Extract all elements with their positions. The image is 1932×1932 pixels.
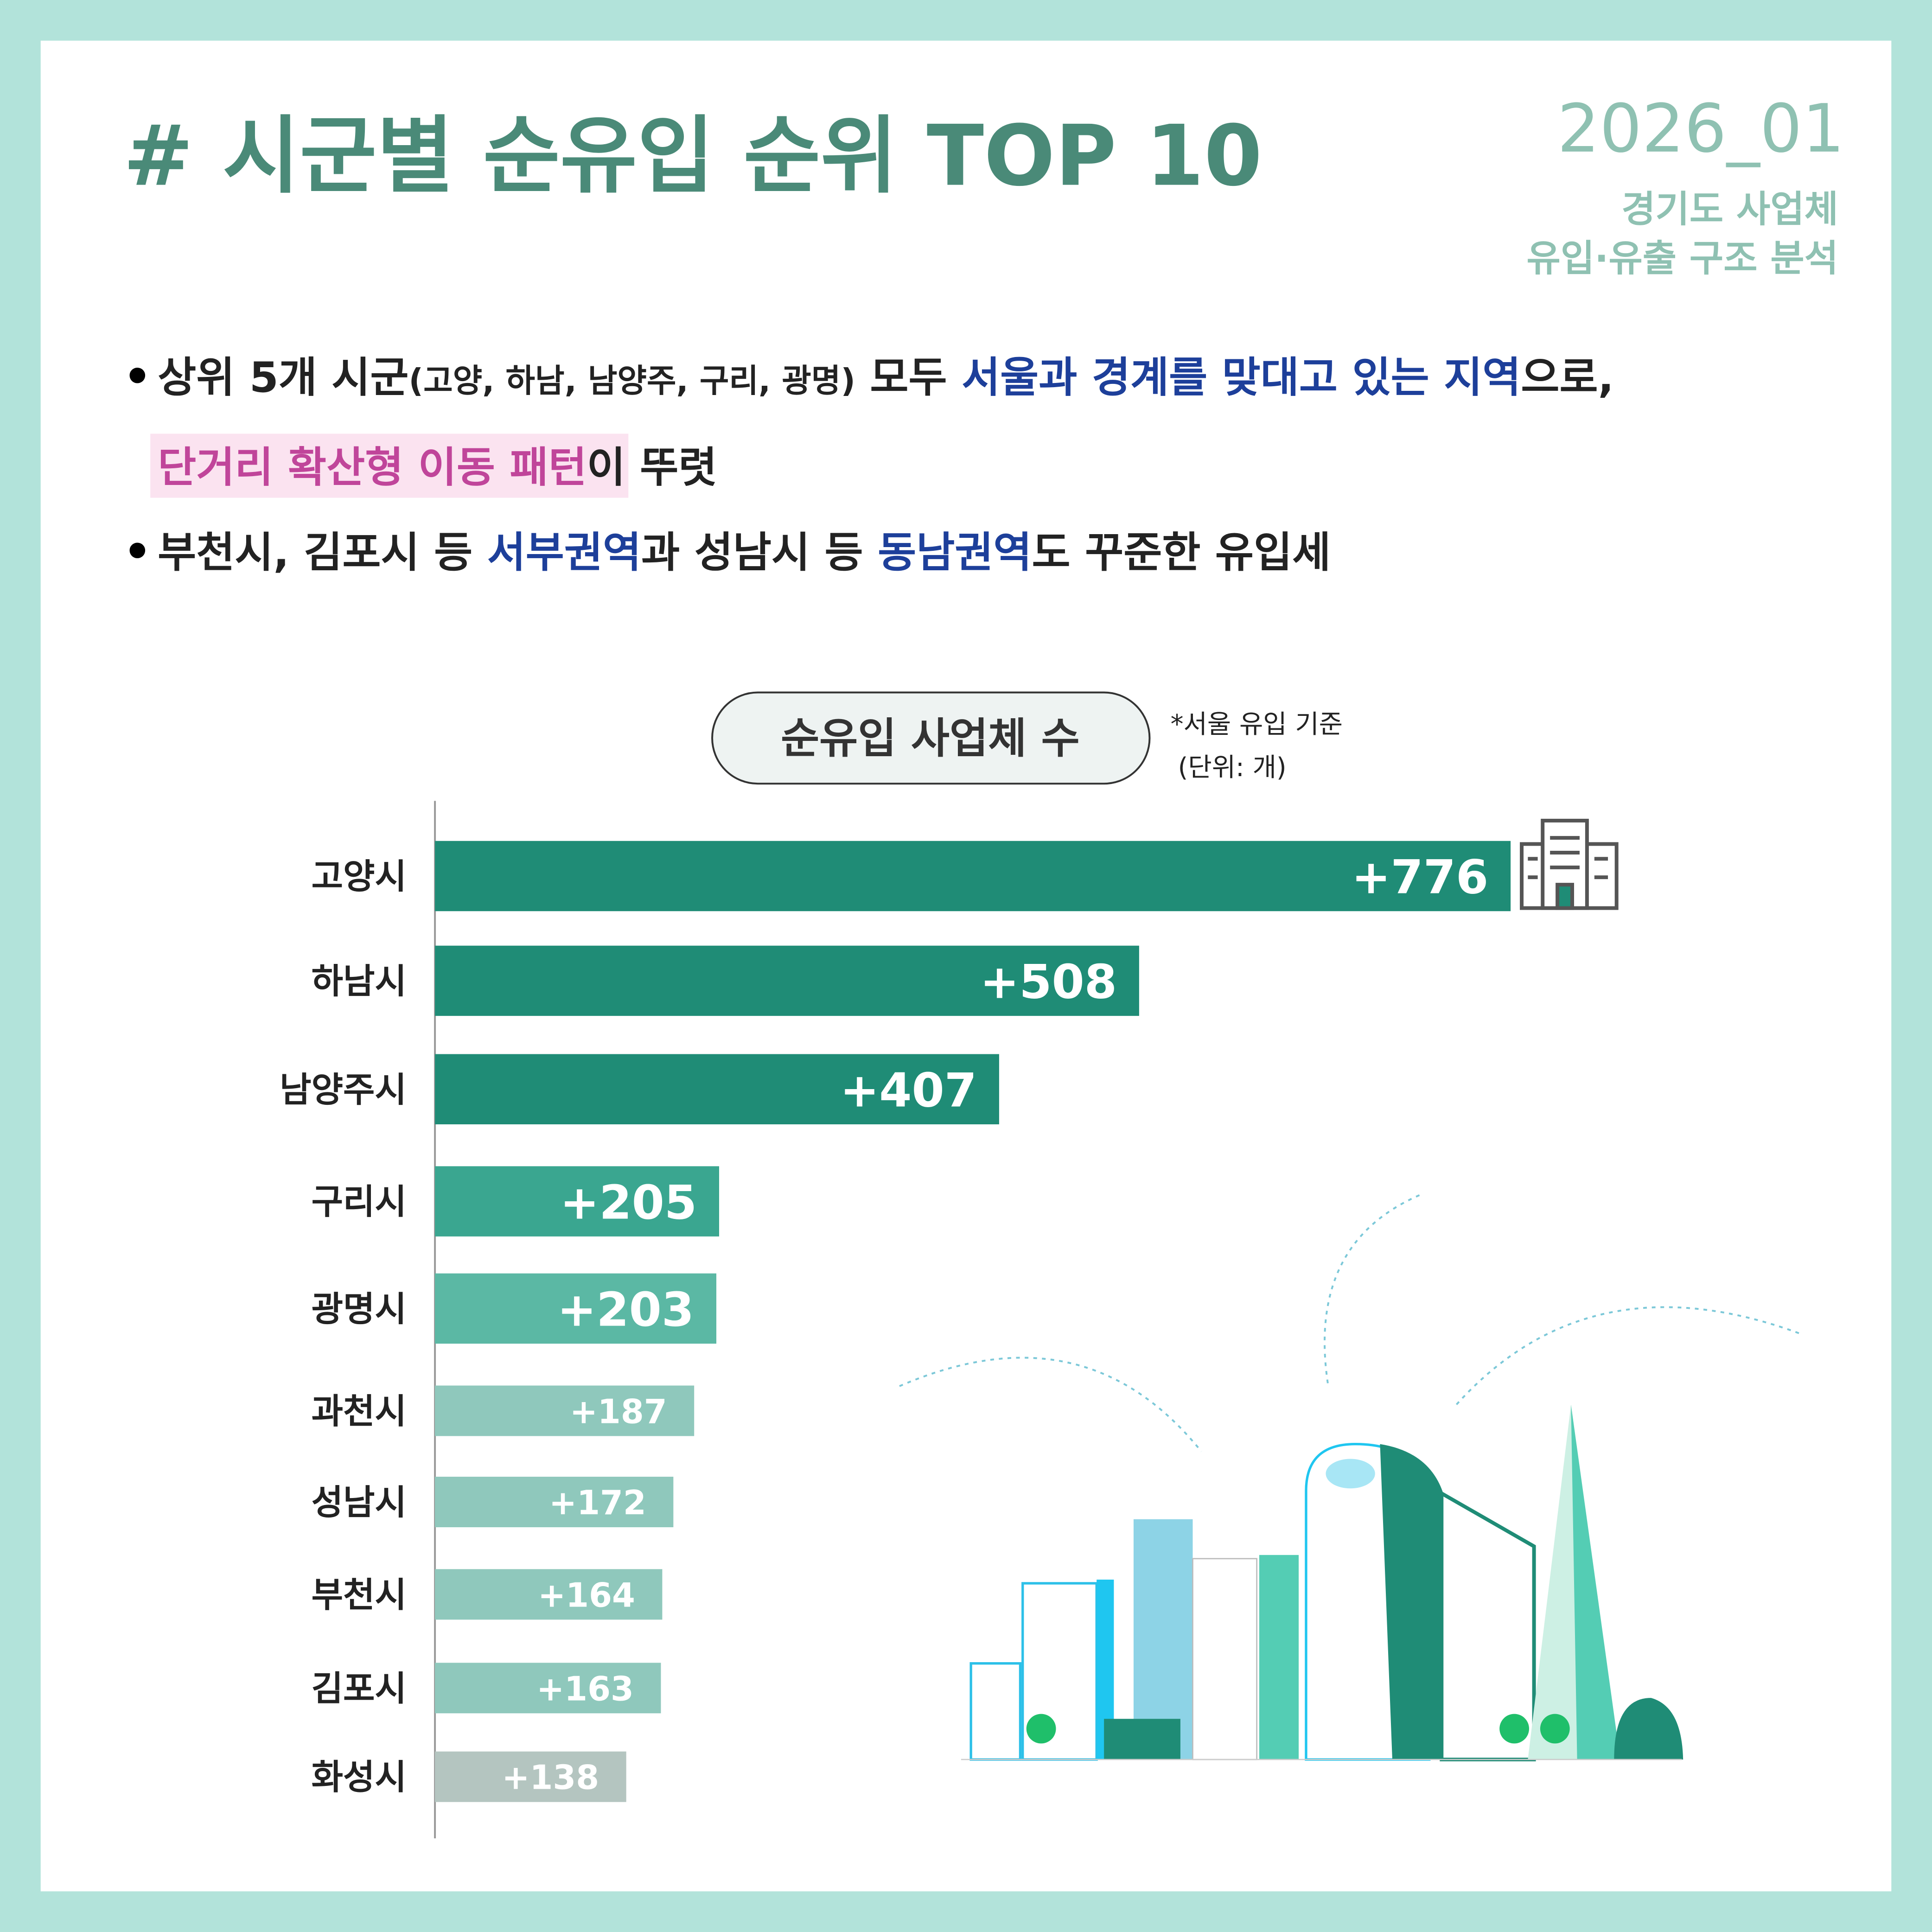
highlight: 동남권역 (878, 528, 1032, 577)
category-label: 구리시 (312, 1182, 407, 1222)
highlight: 서울과 경계를 맞대고 있는 지역 (962, 353, 1521, 402)
value-label: +205 (560, 1175, 697, 1230)
bar (435, 1751, 626, 1802)
category-label: 김포시 (312, 1668, 407, 1709)
category-label: 하남시 (312, 961, 407, 1001)
value-label: +187 (570, 1392, 667, 1431)
bullet: 단거리 확산형 이동 패턴이 뚜렷 (158, 443, 717, 492)
bar (435, 1166, 719, 1237)
value-label: +407 (840, 1063, 977, 1117)
category-label: 남양주시 (280, 1070, 407, 1110)
date: 2026_01 (1557, 90, 1845, 167)
bar (435, 841, 1511, 912)
highlight: 서부권역 (487, 528, 641, 577)
chart-note: (단위: 개) (1178, 752, 1287, 783)
text: 이 뚜렷 (587, 443, 717, 492)
bar (435, 1569, 663, 1620)
bar (435, 1054, 999, 1124)
category-label: 화성시 (312, 1757, 407, 1798)
highlight: 단거리 확산형 이동 패턴 (158, 443, 587, 492)
bar (435, 1273, 717, 1344)
subtitle: 유입·유출 구조 분석 (1526, 237, 1838, 280)
category-label: 고양시 (312, 856, 407, 897)
category-label: 부천시 (312, 1575, 407, 1615)
value-label: +164 (538, 1575, 635, 1614)
bar (435, 1385, 695, 1436)
bar (435, 1663, 661, 1714)
value-label: +203 (557, 1282, 694, 1337)
value-label: +138 (502, 1758, 599, 1797)
bullet-dot: • (123, 525, 152, 577)
city-illustration (899, 1194, 1799, 1761)
bar (435, 1477, 674, 1528)
category-label: 과천시 (312, 1391, 407, 1431)
bullet: 상위 5개 시군(고양, 하남, 남양주, 구리, 광명) 모두 서울과 경계를… (158, 353, 1614, 402)
category-label: 성남시 (312, 1482, 407, 1523)
text: 으로, (1521, 353, 1614, 402)
subtitle: 경기도 사업체 (1621, 187, 1838, 230)
bullet: 부천시, 김포시 등 서부권역과 성남시 등 동남권역도 꾸준한 유입세 (158, 528, 1331, 577)
text: 상위 5개 시군 (158, 353, 408, 402)
building-icon (1520, 818, 1619, 910)
bullet-dot: • (123, 351, 152, 402)
text: 도 꾸준한 유입세 (1032, 528, 1331, 577)
bar (435, 945, 1139, 1016)
text: (고양, 하남, 남양주, 구리, 광명) (409, 363, 855, 400)
value-label: +508 (980, 955, 1117, 1009)
text: 모두 (855, 353, 962, 402)
value-label: +172 (549, 1483, 646, 1522)
text: 부천시, 김포시 등 (158, 528, 487, 577)
value-label: +163 (536, 1669, 634, 1708)
chart-title: 순유입 사업체 수 (781, 714, 1080, 763)
chart-title-pill (711, 691, 1151, 785)
value-label: +776 (1352, 850, 1488, 905)
category-label: 광명시 (312, 1289, 407, 1329)
title: # 시군별 순유입 순위 TOP 10 (123, 107, 1262, 205)
text: 과 성남시 등 (641, 528, 878, 577)
chart-note: *서울 유입 기준 (1171, 709, 1343, 740)
highlight-bg (150, 434, 629, 498)
